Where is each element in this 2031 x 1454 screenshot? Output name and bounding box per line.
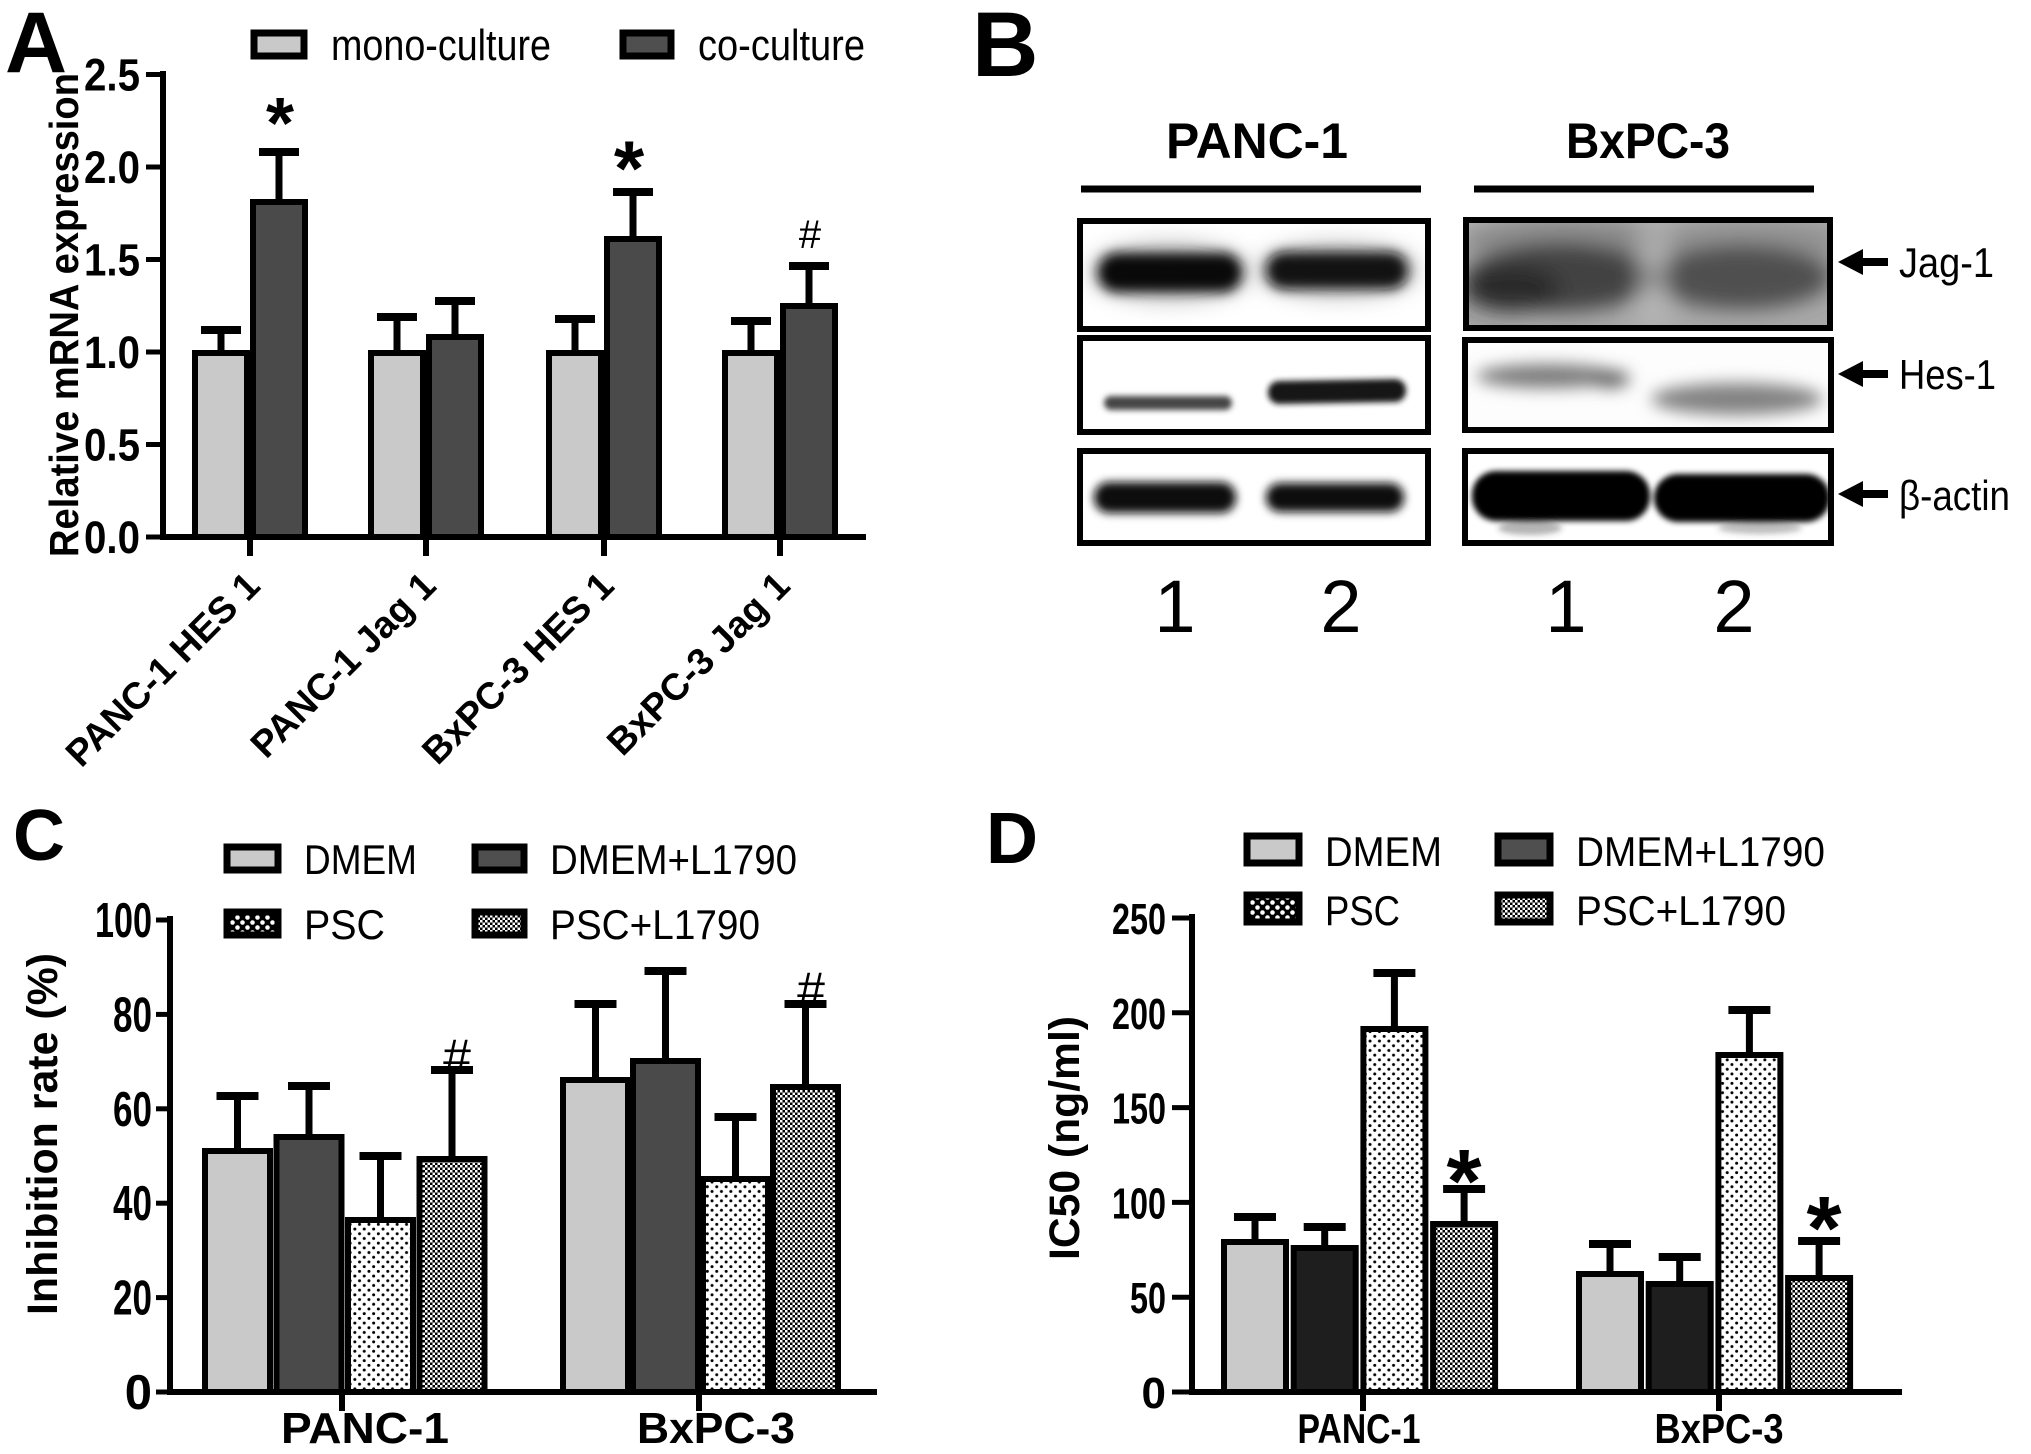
svg-text:*: *: [266, 84, 294, 164]
svg-text:BxPC-3 HES 1: BxPC-3 HES 1: [414, 564, 622, 772]
svg-text:#: #: [799, 213, 822, 257]
svg-text:150: 150: [1112, 1085, 1166, 1134]
svg-text:50: 50: [1130, 1274, 1166, 1323]
svg-text:100: 100: [1112, 1179, 1166, 1228]
svg-text:PANC-1 Jag 1: PANC-1 Jag 1: [242, 564, 444, 766]
svg-text:PANC-1 HES 1: PANC-1 HES 1: [57, 564, 267, 774]
svg-text:20: 20: [113, 1272, 152, 1326]
svg-text:C: C: [13, 796, 65, 876]
svg-text:co-culture: co-culture: [698, 21, 865, 70]
svg-text:PSC+L1790: PSC+L1790: [1576, 887, 1786, 934]
svg-text:2.5: 2.5: [84, 50, 140, 101]
svg-text:2.0: 2.0: [84, 142, 140, 193]
svg-text:1: 1: [1545, 565, 1586, 648]
svg-text:*: *: [1446, 1132, 1481, 1232]
svg-text:0.5: 0.5: [84, 420, 140, 471]
svg-text:100: 100: [95, 894, 152, 948]
svg-text:80: 80: [113, 988, 152, 1042]
svg-text:Relative mRNA expression: Relative mRNA expression: [41, 73, 87, 557]
svg-text:Jag-1: Jag-1: [1899, 239, 1994, 286]
svg-text:#: #: [443, 1029, 471, 1085]
svg-text:1.0: 1.0: [84, 327, 140, 378]
svg-text:PANC-1: PANC-1: [281, 1404, 449, 1453]
svg-text:*: *: [1806, 1179, 1841, 1279]
svg-text:BxPC-3: BxPC-3: [637, 1404, 795, 1453]
svg-text:BxPC-3 Jag 1: BxPC-3 Jag 1: [598, 564, 797, 763]
svg-text:200: 200: [1112, 990, 1166, 1039]
svg-text:BxPC-3: BxPC-3: [1655, 1405, 1784, 1452]
svg-text:250: 250: [1112, 895, 1166, 944]
svg-text:PSC+L1790: PSC+L1790: [550, 901, 760, 948]
svg-text:DMEM: DMEM: [304, 836, 417, 883]
svg-text:DMEM+L1790: DMEM+L1790: [550, 836, 797, 883]
svg-text:DMEM: DMEM: [1325, 828, 1442, 875]
svg-text:A: A: [5, 0, 67, 91]
svg-text:Inhibition rate (%): Inhibition rate (%): [19, 953, 67, 1315]
svg-text:#: #: [797, 962, 825, 1018]
svg-text:DMEM+L1790: DMEM+L1790: [1576, 828, 1825, 875]
svg-text:2: 2: [1320, 565, 1361, 648]
svg-text:0: 0: [1142, 1369, 1166, 1418]
svg-text:0.0: 0.0: [84, 512, 140, 563]
svg-text:PANC-1: PANC-1: [1166, 113, 1348, 169]
svg-text:PANC-1: PANC-1: [1298, 1405, 1421, 1452]
svg-text:60: 60: [113, 1083, 152, 1137]
svg-text:β-actin: β-actin: [1899, 472, 2010, 519]
svg-text:BxPC-3: BxPC-3: [1566, 113, 1730, 169]
svg-text:1.5: 1.5: [84, 235, 140, 286]
svg-text:Hes-1: Hes-1: [1899, 351, 1996, 398]
svg-text:D: D: [986, 799, 1038, 879]
svg-text:B: B: [972, 0, 1038, 96]
svg-text:1: 1: [1154, 565, 1195, 648]
svg-text:0: 0: [125, 1366, 152, 1420]
svg-text:40: 40: [113, 1177, 152, 1231]
svg-text:*: *: [614, 124, 645, 212]
svg-text:IC50 (ng/ml): IC50 (ng/ml): [1041, 1016, 1089, 1260]
svg-text:PSC: PSC: [1325, 887, 1400, 934]
svg-text:mono-culture: mono-culture: [331, 21, 551, 70]
svg-text:PSC: PSC: [304, 901, 385, 948]
svg-text:2: 2: [1713, 565, 1754, 648]
